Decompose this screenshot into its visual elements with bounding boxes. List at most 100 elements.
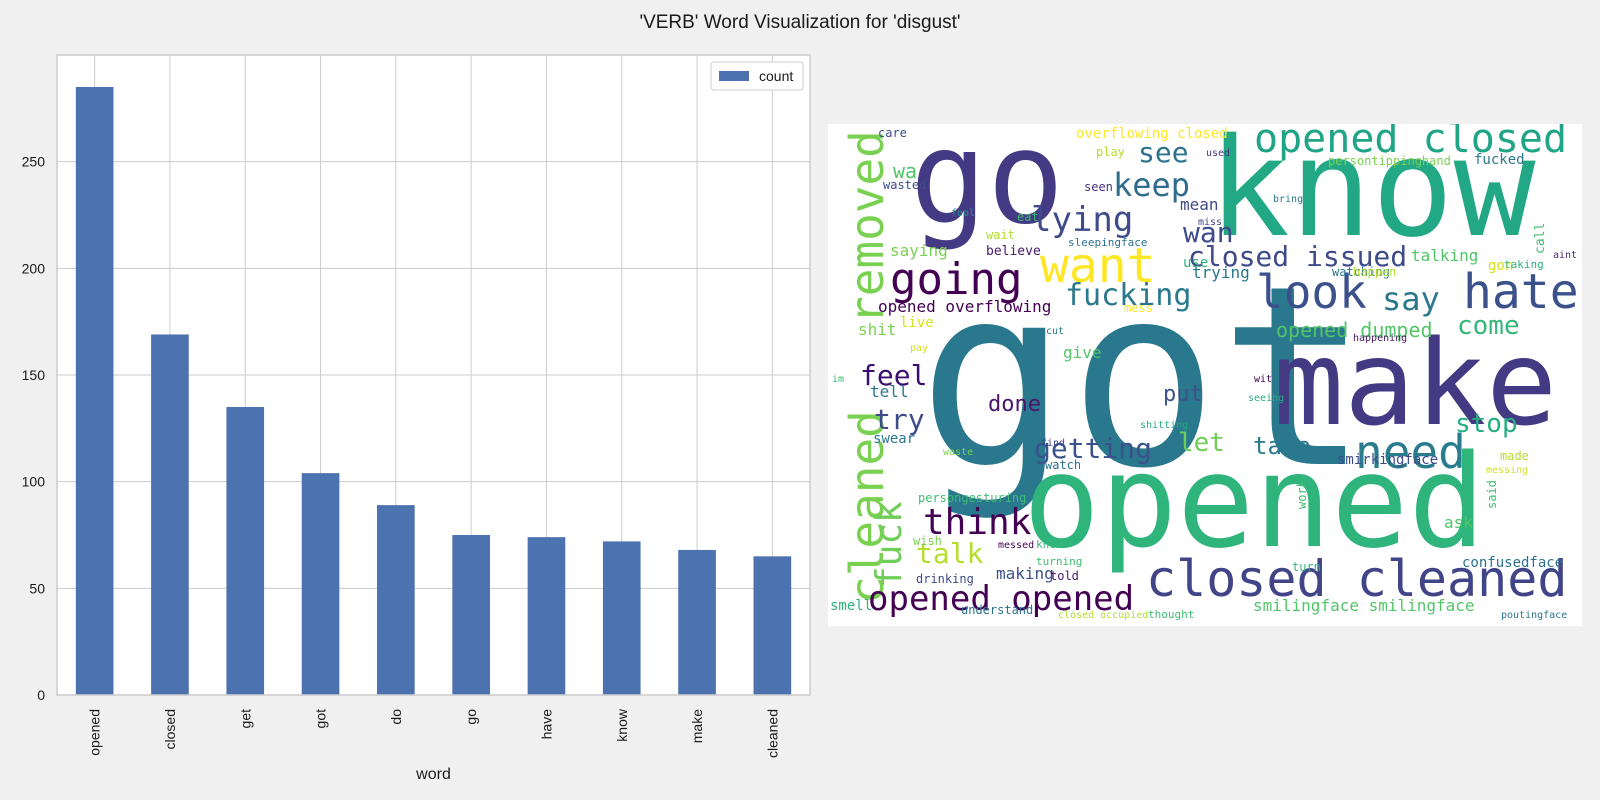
word-cloud-word: drinking bbox=[916, 572, 974, 586]
word-cloud-word: understand bbox=[961, 603, 1033, 617]
word-cloud-word: stop bbox=[1455, 409, 1518, 439]
word-cloud-word: know bbox=[1208, 124, 1536, 268]
word-cloud-word: trying bbox=[1192, 263, 1250, 282]
word-cloud-word: believe bbox=[986, 244, 1041, 259]
word-cloud-word: done bbox=[988, 392, 1041, 417]
word-cloud-word: ask bbox=[1444, 513, 1473, 532]
bar-know bbox=[602, 541, 641, 695]
word-cloud-word: wit bbox=[1254, 374, 1272, 385]
word-cloud-word: fuck bbox=[869, 501, 910, 588]
word-cloud-word: closed occupied bbox=[1058, 610, 1148, 621]
word-cloud-word: find bbox=[1041, 438, 1065, 449]
word-cloud-word: making bbox=[996, 564, 1054, 583]
word-cloud-word: smilingface smilingface bbox=[1253, 596, 1475, 615]
bar-closed bbox=[151, 334, 189, 695]
word-cloud-word: cleaned bbox=[840, 410, 894, 604]
word-cloud-word: lying bbox=[1031, 200, 1133, 240]
word-cloud-word: make bbox=[1273, 314, 1557, 452]
word-cloud-word: play bbox=[1096, 145, 1125, 159]
word-cloud-word: hate bbox=[1463, 264, 1579, 320]
word-cloud-word: mean bbox=[1180, 195, 1219, 214]
word-cloud-word: fool bbox=[951, 208, 975, 219]
legend-swatch bbox=[719, 71, 749, 81]
word-cloud-word: confusedface bbox=[1462, 555, 1563, 571]
word-cloud-word: fucked bbox=[1474, 152, 1525, 168]
word-cloud-word: waste bbox=[943, 447, 973, 458]
word-cloud-word: work bbox=[1295, 479, 1309, 509]
word-cloud-word: closed cleaned bbox=[1146, 550, 1567, 608]
word-cloud-word: think bbox=[923, 502, 1032, 543]
bar-get bbox=[226, 407, 265, 695]
word-cloud-word: cut bbox=[1046, 326, 1064, 337]
word-cloud-word: live bbox=[900, 315, 934, 331]
word-cloud-word: getting bbox=[1034, 432, 1152, 465]
word-cloud-word: swear bbox=[873, 431, 915, 447]
legend-label: count bbox=[759, 68, 793, 84]
word-cloud-word: mess bbox=[1124, 301, 1153, 315]
y-tick-label: 50 bbox=[29, 580, 45, 596]
bar-chart: 0 50 100 150 200 250 opened closed get got do go hav… bbox=[22, 54, 811, 783]
word-cloud-word: closed issued bbox=[1188, 240, 1407, 273]
word-cloud-word: use bbox=[1183, 255, 1208, 271]
word-cloud-word: shit bbox=[858, 320, 897, 339]
word-cloud-word: need bbox=[1355, 425, 1466, 479]
word-cloud-word: persontippinghand bbox=[1328, 154, 1451, 168]
word-cloud-word: turning bbox=[1036, 555, 1082, 568]
bar-have bbox=[527, 537, 566, 695]
word-cloud-word: wish bbox=[913, 534, 942, 548]
word-cloud-word: wa bbox=[893, 159, 917, 183]
word-cloud-word: knew bbox=[1036, 538, 1063, 551]
word-cloud-word: put bbox=[1163, 382, 1203, 407]
word-cloud-word: turn bbox=[1292, 560, 1321, 574]
word-cloud-word: miss bbox=[1198, 217, 1222, 228]
word-cloud-word: thought bbox=[1148, 608, 1194, 621]
word-cloud-word: aint bbox=[1553, 250, 1577, 261]
bar-opened bbox=[75, 87, 114, 695]
word-cloud-word: got bbox=[918, 232, 1370, 523]
word-cloud-word: wait bbox=[986, 228, 1015, 242]
word-cloud-word: sleepingface bbox=[1068, 236, 1147, 249]
x-tick-label: got bbox=[313, 709, 329, 729]
word-cloud-word: opened dumped bbox=[1276, 318, 1433, 342]
x-tick-label: make bbox=[689, 709, 705, 743]
word-cloud-word: feel bbox=[860, 359, 927, 392]
figure-title: 'VERB' Word Visualization for 'disgust' bbox=[639, 12, 961, 33]
word-cloud-word: eat bbox=[1017, 210, 1039, 224]
bar-do bbox=[377, 505, 415, 695]
bar-go bbox=[452, 535, 490, 695]
word-cloud-word: overflowing closed bbox=[1076, 126, 1228, 142]
word-cloud-word: smell bbox=[830, 598, 872, 614]
word-cloud-word: seeing bbox=[1248, 393, 1284, 404]
word-cloud-word: come bbox=[1457, 311, 1520, 341]
word-cloud-word: made bbox=[1500, 449, 1529, 463]
x-axis-label: word bbox=[415, 766, 451, 783]
y-tick-label: 150 bbox=[22, 367, 46, 383]
word-cloud-word: talk bbox=[916, 537, 984, 570]
y-tick-label: 0 bbox=[37, 687, 45, 703]
word-cloud-word: call bbox=[1533, 223, 1548, 254]
x-tick-label: get bbox=[237, 709, 253, 729]
word-cloud-word: pay bbox=[910, 343, 928, 354]
word-cloud: got know make opened go closed cleaned opened … bbox=[828, 124, 1582, 626]
word-cloud-word: opened bbox=[1023, 428, 1485, 577]
word-cloud-word: bring bbox=[1273, 194, 1303, 205]
word-cloud-word: tell bbox=[870, 382, 909, 401]
y-tick-label: 200 bbox=[22, 260, 46, 276]
word-cloud-word: say bbox=[1382, 280, 1440, 318]
x-tick-label: have bbox=[538, 709, 554, 740]
word-cloud-word: take bbox=[1253, 432, 1311, 460]
word-cloud-word: persongesturing bbox=[918, 491, 1026, 505]
x-tick-label: do bbox=[388, 709, 404, 725]
word-cloud-word: look bbox=[1256, 265, 1367, 319]
word-cloud-word: fucking bbox=[1065, 278, 1191, 313]
word-cloud-word: wasted bbox=[883, 178, 926, 192]
word-cloud-word: gon bbox=[1488, 258, 1513, 274]
bar-cleaned bbox=[753, 556, 792, 695]
word-cloud-word: removed bbox=[840, 130, 894, 324]
word-cloud-word: messed bbox=[998, 540, 1034, 551]
word-cloud-word: happening bbox=[1353, 333, 1407, 344]
bar-got bbox=[301, 473, 340, 695]
x-tick-label: opened bbox=[87, 709, 103, 756]
word-cloud-word: seen bbox=[1084, 180, 1113, 194]
